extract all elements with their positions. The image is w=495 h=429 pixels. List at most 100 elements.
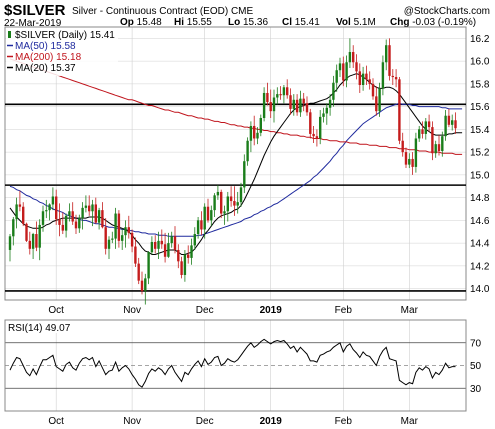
- candle: [312, 125, 315, 144]
- candle: [282, 85, 286, 104]
- quote-op: Op 15.48: [120, 17, 162, 28]
- candle: [292, 94, 295, 116]
- legend-label: $SILVER (Daily) 15.41: [15, 30, 115, 41]
- price-tick-label: 15.6: [470, 102, 490, 113]
- candle: [154, 235, 157, 254]
- candle: [259, 114, 262, 137]
- candle: [15, 197, 18, 229]
- rsi-axis: 30 50 70: [470, 338, 482, 395]
- candle: [286, 79, 289, 99]
- candle: [167, 232, 170, 258]
- candle: [144, 273, 147, 305]
- candle: [421, 121, 424, 139]
- candle: [414, 132, 418, 173]
- candle: [200, 211, 203, 236]
- candle: [187, 245, 190, 264]
- candle: [130, 229, 134, 253]
- ma20-line: [9, 73, 463, 255]
- candle: [305, 96, 309, 116]
- date-axis-top: Oct Nov Dec 2019 Feb Mar: [48, 305, 418, 316]
- month-tick-label: Oct: [48, 305, 64, 316]
- candle: [12, 216, 15, 246]
- candle: [91, 199, 94, 227]
- candle: [74, 214, 78, 235]
- candle: [28, 231, 31, 255]
- candle: [226, 191, 229, 222]
- candle: [107, 236, 111, 260]
- rsi-legend-label: RSI(14) 49.07: [8, 323, 71, 334]
- candle: [104, 218, 107, 255]
- candle: [401, 132, 404, 157]
- candle: [220, 189, 223, 219]
- description-label: Silver - Continuous Contract (EOD) CME: [72, 6, 254, 17]
- legend-label: MA(50) 15.58: [15, 41, 76, 52]
- moving-average-lines: [9, 58, 463, 255]
- candle: [454, 112, 457, 134]
- candle: [302, 92, 305, 112]
- candle: [253, 115, 256, 146]
- candle: [196, 216, 200, 239]
- candle: [404, 147, 408, 169]
- candle: [355, 54, 358, 80]
- candle: [97, 207, 101, 230]
- candle: [140, 271, 144, 295]
- candle: [157, 231, 160, 260]
- candle: [22, 202, 25, 227]
- candle: [276, 87, 279, 105]
- price-tick-label: 16.2: [470, 34, 490, 45]
- rsi-tick-label: 30: [470, 384, 482, 395]
- date-label: 22-Mar-2019: [4, 18, 62, 29]
- candle: [236, 191, 239, 214]
- candle: [315, 129, 319, 147]
- price-tick-label: 14.0: [470, 284, 490, 295]
- candle: [101, 202, 104, 229]
- candle: [424, 118, 427, 140]
- candle: [25, 222, 28, 242]
- month-tick-label: Dec: [196, 416, 214, 427]
- candle: [147, 251, 150, 285]
- watermark-label: @StockCharts.com: [404, 6, 490, 17]
- candle: [61, 212, 64, 235]
- rsi-line: [9, 338, 456, 388]
- candle: [78, 214, 81, 233]
- rsi-series: [9, 338, 456, 388]
- price-tick-label: 16.0: [470, 57, 490, 68]
- candle: [111, 231, 114, 244]
- month-tick-label: Dec: [196, 305, 214, 316]
- candle-icon: [8, 31, 11, 38]
- candle: [229, 186, 233, 207]
- candle: [365, 65, 368, 86]
- candle: [173, 226, 177, 254]
- candle: [213, 193, 216, 217]
- candle: [332, 75, 335, 107]
- candle: [394, 69, 398, 88]
- candle: [348, 38, 352, 68]
- price-panel-frame: [4, 26, 467, 301]
- candle: [266, 82, 269, 106]
- candle: [121, 228, 124, 250]
- price-tick-label: 15.8: [470, 79, 490, 90]
- month-tick-label: Feb: [335, 305, 353, 316]
- candle: [444, 110, 447, 141]
- candle: [48, 203, 51, 221]
- legend-background: [6, 28, 118, 76]
- candle: [117, 210, 121, 248]
- candle: [385, 39, 388, 71]
- quote-cl: Cl 15.41: [282, 17, 320, 28]
- candle: [177, 244, 180, 269]
- candle: [381, 55, 385, 96]
- month-tick-label: Nov: [123, 305, 141, 316]
- candle: [94, 197, 97, 224]
- candle: [64, 213, 68, 238]
- candle: [272, 89, 276, 123]
- candle: [408, 153, 411, 169]
- candle: [223, 205, 226, 225]
- candle: [388, 38, 391, 81]
- candle: [114, 207, 117, 249]
- candle: [434, 140, 437, 158]
- candle: [206, 198, 210, 223]
- candle: [427, 114, 431, 132]
- candle: [352, 45, 355, 68]
- candle: [38, 219, 41, 261]
